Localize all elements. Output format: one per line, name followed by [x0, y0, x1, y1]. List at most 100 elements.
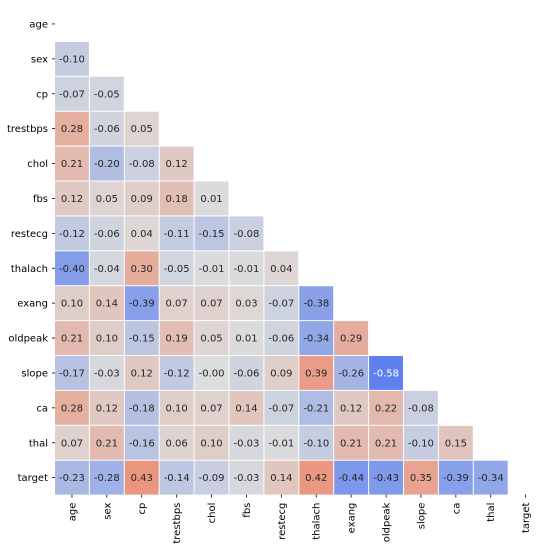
cell-target-slope [404, 460, 438, 495]
y-tick-restecg: restecg [11, 229, 48, 240]
x-tick-fbs: fbs [242, 503, 253, 518]
cell-ca-thalach [299, 390, 334, 425]
cell-slope-exang [334, 356, 369, 390]
cell-value-slope-chol: -0.00 [199, 368, 225, 379]
cell-value-fbs-trestbps: 0.18 [166, 194, 188, 205]
cell-value-ca-trestbps: 0.10 [166, 403, 188, 414]
cell-fbs-trestbps [159, 181, 194, 216]
cell-restecg-fbs [229, 216, 264, 251]
x-tick-trestbps: trestbps [172, 503, 183, 544]
cell-fbs-chol [194, 181, 229, 216]
cell-value-thalach-cp: 0.30 [131, 264, 153, 275]
cell-thal-thalach [299, 425, 334, 460]
cell-value-target-slope: 0.35 [410, 473, 432, 484]
cell-value-ca-sex: 0.12 [96, 403, 118, 414]
cell-oldpeak-chol [194, 321, 229, 355]
cell-oldpeak-thalach [299, 321, 334, 355]
cell-target-exang [334, 460, 369, 495]
cell-slope-chol [194, 356, 229, 390]
cell-target-fbs [229, 460, 264, 495]
x-tick-age: age [67, 503, 78, 522]
cell-exang-restecg [264, 286, 299, 321]
cell-exang-cp [124, 286, 159, 321]
y-tick-target: target [18, 473, 48, 484]
cell-value-cp-age: -0.07 [59, 89, 85, 100]
cell-thal-slope [404, 425, 438, 460]
cell-value-slope-oldpeak: -0.58 [373, 368, 399, 379]
x-tick-cp: cp [137, 503, 148, 515]
cell-value-thalach-chol: -0.01 [199, 264, 225, 275]
cell-fbs-cp [124, 181, 159, 216]
cell-value-target-fbs: -0.03 [234, 473, 260, 484]
cell-value-thal-thalach: -0.10 [303, 438, 329, 449]
cell-thal-sex [89, 425, 124, 460]
cell-value-thalach-fbs: -0.01 [234, 264, 260, 275]
cell-oldpeak-trestbps [159, 321, 194, 355]
cell-value-thal-cp: -0.16 [129, 438, 155, 449]
cell-trestbps-sex [89, 111, 124, 146]
x-tick-chol: chol [207, 503, 218, 524]
cell-value-oldpeak-chol: 0.05 [200, 334, 222, 345]
cell-thalach-trestbps [159, 251, 194, 286]
y-tick-oldpeak: oldpeak [8, 334, 48, 345]
cell-value-target-trestbps: -0.14 [164, 473, 190, 484]
cell-chol-sex [89, 146, 124, 181]
cell-value-fbs-sex: 0.05 [96, 194, 118, 205]
cell-ca-sex [89, 390, 124, 425]
cell-sex-age [55, 41, 89, 76]
cell-oldpeak-restecg [264, 321, 299, 355]
cell-value-oldpeak-exang: 0.29 [340, 334, 362, 345]
cell-value-trestbps-age: 0.28 [61, 124, 83, 135]
cell-oldpeak-cp [124, 321, 159, 355]
cell-value-ca-slope: -0.08 [408, 403, 434, 414]
cell-thal-cp [124, 425, 159, 460]
cell-value-ca-exang: 0.12 [340, 403, 362, 414]
cell-thalach-fbs [229, 251, 264, 286]
cell-value-trestbps-cp: 0.05 [131, 124, 153, 135]
cell-value-exang-chol: 0.07 [200, 299, 222, 310]
cell-slope-fbs [229, 356, 264, 390]
cell-thalach-age [55, 251, 89, 286]
cell-value-target-age: -0.23 [59, 473, 85, 484]
cell-value-thal-trestbps: 0.06 [166, 438, 188, 449]
cell-value-thal-slope: -0.10 [408, 438, 434, 449]
cell-value-thal-restecg: -0.01 [268, 438, 294, 449]
x-tick-target: target [521, 503, 532, 533]
cell-value-target-cp: 0.43 [131, 473, 153, 484]
cell-slope-cp [124, 356, 159, 390]
cell-value-exang-cp: -0.39 [129, 299, 155, 310]
cell-ca-oldpeak [369, 390, 403, 425]
cell-thalach-chol [194, 251, 229, 286]
cell-slope-oldpeak [369, 356, 403, 390]
cell-target-cp [124, 460, 159, 495]
x-tick-labels: age sex cp trestbps chol fbs restecg thalach exa… [67, 494, 532, 544]
cell-value-target-restecg: 0.14 [270, 473, 292, 484]
cell-value-sex-age: -0.10 [59, 54, 85, 65]
cell-restecg-trestbps [159, 216, 194, 251]
cell-value-chol-age: 0.21 [61, 159, 83, 170]
cell-value-restecg-fbs: -0.08 [234, 229, 260, 240]
cell-thal-chol [194, 425, 229, 460]
cell-value-thal-age: 0.07 [61, 438, 83, 449]
cell-value-slope-cp: 0.12 [131, 368, 153, 379]
cell-value-oldpeak-cp: -0.15 [129, 334, 155, 345]
x-tick-oldpeak: oldpeak [382, 502, 393, 542]
cell-value-exang-restecg: -0.07 [268, 299, 294, 310]
cell-value-slope-exang: -0.26 [338, 368, 364, 379]
cell-value-target-sex: -0.28 [94, 473, 120, 484]
cell-chol-cp [124, 146, 159, 181]
cell-value-exang-thalach: -0.38 [303, 299, 329, 310]
cell-ca-cp [124, 390, 159, 425]
cell-value-thalach-sex: -0.04 [94, 264, 120, 275]
cell-slope-age [55, 356, 89, 390]
cell-value-oldpeak-fbs: 0.01 [235, 334, 257, 345]
cell-target-sex [89, 460, 124, 495]
cell-oldpeak-age [55, 321, 89, 355]
cell-target-thal [473, 460, 508, 495]
x-tick-thal: thal [486, 503, 497, 522]
cell-value-chol-cp: -0.08 [129, 159, 155, 170]
cell-value-thal-fbs: -0.03 [234, 438, 260, 449]
cell-value-thal-ca: 0.15 [445, 438, 467, 449]
cell-value-oldpeak-restecg: -0.06 [268, 334, 294, 345]
